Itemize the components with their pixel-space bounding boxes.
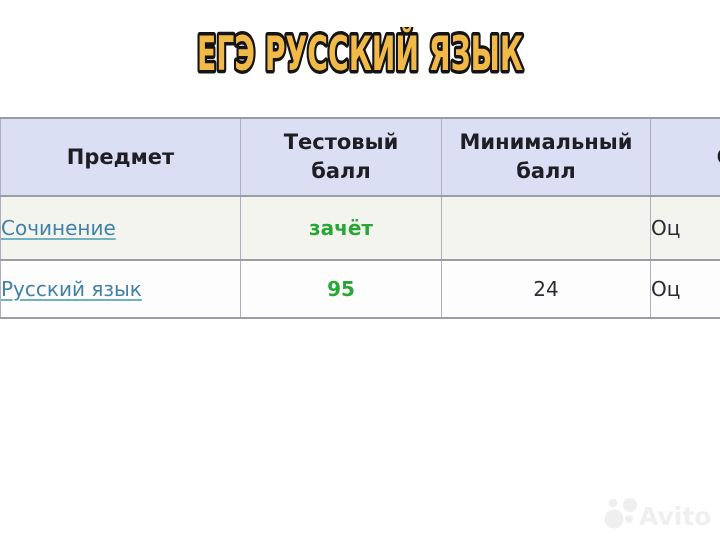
avito-logo-dot-large <box>604 509 624 529</box>
table-row-russian: Русский язык 95 24 Оц <box>0 259 720 319</box>
cell-test-score: зачёт <box>240 195 442 261</box>
avito-logo-dot-tiny <box>625 515 633 523</box>
test-score-value: 95 <box>327 277 355 301</box>
col-header-min-score-label: Минимальный балл <box>459 130 633 183</box>
avito-watermark: Avito <box>604 498 711 531</box>
cell-extra-truncated: Оц <box>650 259 720 319</box>
col-header-extra-label: О <box>717 145 720 169</box>
results-table-wrap: Предмет Тестовый балл Минимальный балл О <box>0 117 720 319</box>
results-table: Предмет Тестовый балл Минимальный балл О <box>0 117 720 319</box>
col-header-extra-truncated: О <box>650 117 720 197</box>
page-title: ЕГЭ РУССКИЙ ЯЗЫК <box>197 27 523 79</box>
cell-min-score-empty <box>441 195 651 261</box>
cell-subject: Сочинение <box>0 195 241 261</box>
col-header-test-score-label: Тестовый балл <box>283 130 399 183</box>
subject-link-essay[interactable]: Сочинение <box>1 216 116 240</box>
title-banner: ЕГЭ РУССКИЙ ЯЗЫК <box>194 27 527 79</box>
cell-subject: Русский язык <box>0 259 241 319</box>
table-row-essay: Сочинение зачёт Оц <box>0 195 720 261</box>
col-header-test-score: Тестовый балл <box>240 117 442 197</box>
col-header-subject-label: Предмет <box>66 145 175 169</box>
avito-watermark-text: Avito <box>639 502 711 531</box>
cell-extra-truncated: Оц <box>650 195 720 261</box>
test-score-value: зачёт <box>308 216 373 240</box>
cell-test-score: 95 <box>240 259 442 319</box>
subject-link-russian[interactable]: Русский язык <box>1 277 142 301</box>
avito-logo-dot-small <box>608 498 618 508</box>
col-header-subject: Предмет <box>0 117 241 197</box>
col-header-min-score: Минимальный балл <box>441 117 651 197</box>
avito-logo-dot-medium <box>623 498 637 512</box>
table-header-row: Предмет Тестовый балл Минимальный балл О <box>0 117 720 197</box>
cell-min-score: 24 <box>441 259 651 319</box>
